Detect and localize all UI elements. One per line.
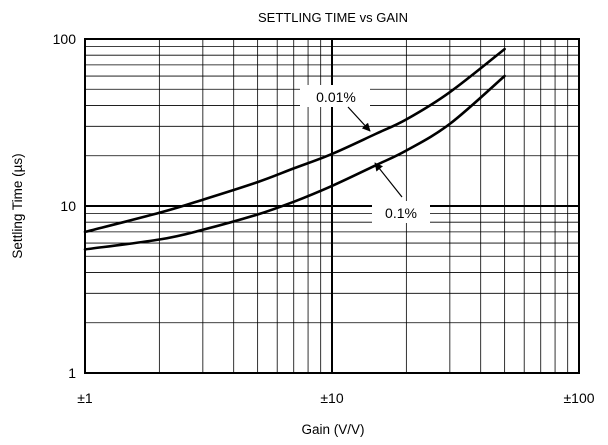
x-tick-label: ±10 bbox=[320, 390, 343, 406]
series-layer bbox=[83, 47, 506, 251]
x-tick-label: ±100 bbox=[563, 390, 594, 406]
y-tick-labels: 1 10 100 bbox=[53, 31, 77, 381]
y-axis-label: Settling Time (µs) bbox=[10, 153, 25, 258]
annotation-label: 0.1% bbox=[385, 205, 417, 221]
y-tick-label: 10 bbox=[60, 198, 76, 214]
chart-title: SETTLING TIME vs GAIN bbox=[258, 10, 408, 25]
x-axis-label: Gain (V/V) bbox=[301, 422, 364, 437]
annotation-arrow bbox=[347, 106, 371, 132]
annotation-label-bg bbox=[372, 201, 430, 223]
annotation-layer: 0.01% 0.1% bbox=[300, 85, 430, 223]
annotation-label: 0.01% bbox=[316, 89, 356, 105]
series-line-0-1pct bbox=[83, 74, 506, 251]
x-tick-labels: ±1 ±10 ±100 bbox=[77, 390, 594, 406]
series-line-0-01pct bbox=[83, 47, 506, 234]
annotation-label-bg bbox=[300, 85, 370, 107]
y-tick-label: 100 bbox=[53, 31, 77, 47]
annotation-arrow bbox=[374, 162, 403, 198]
plot-frame bbox=[84, 38, 580, 374]
y-tick-label: 1 bbox=[68, 365, 76, 381]
x-tick-label: ±1 bbox=[77, 390, 93, 406]
